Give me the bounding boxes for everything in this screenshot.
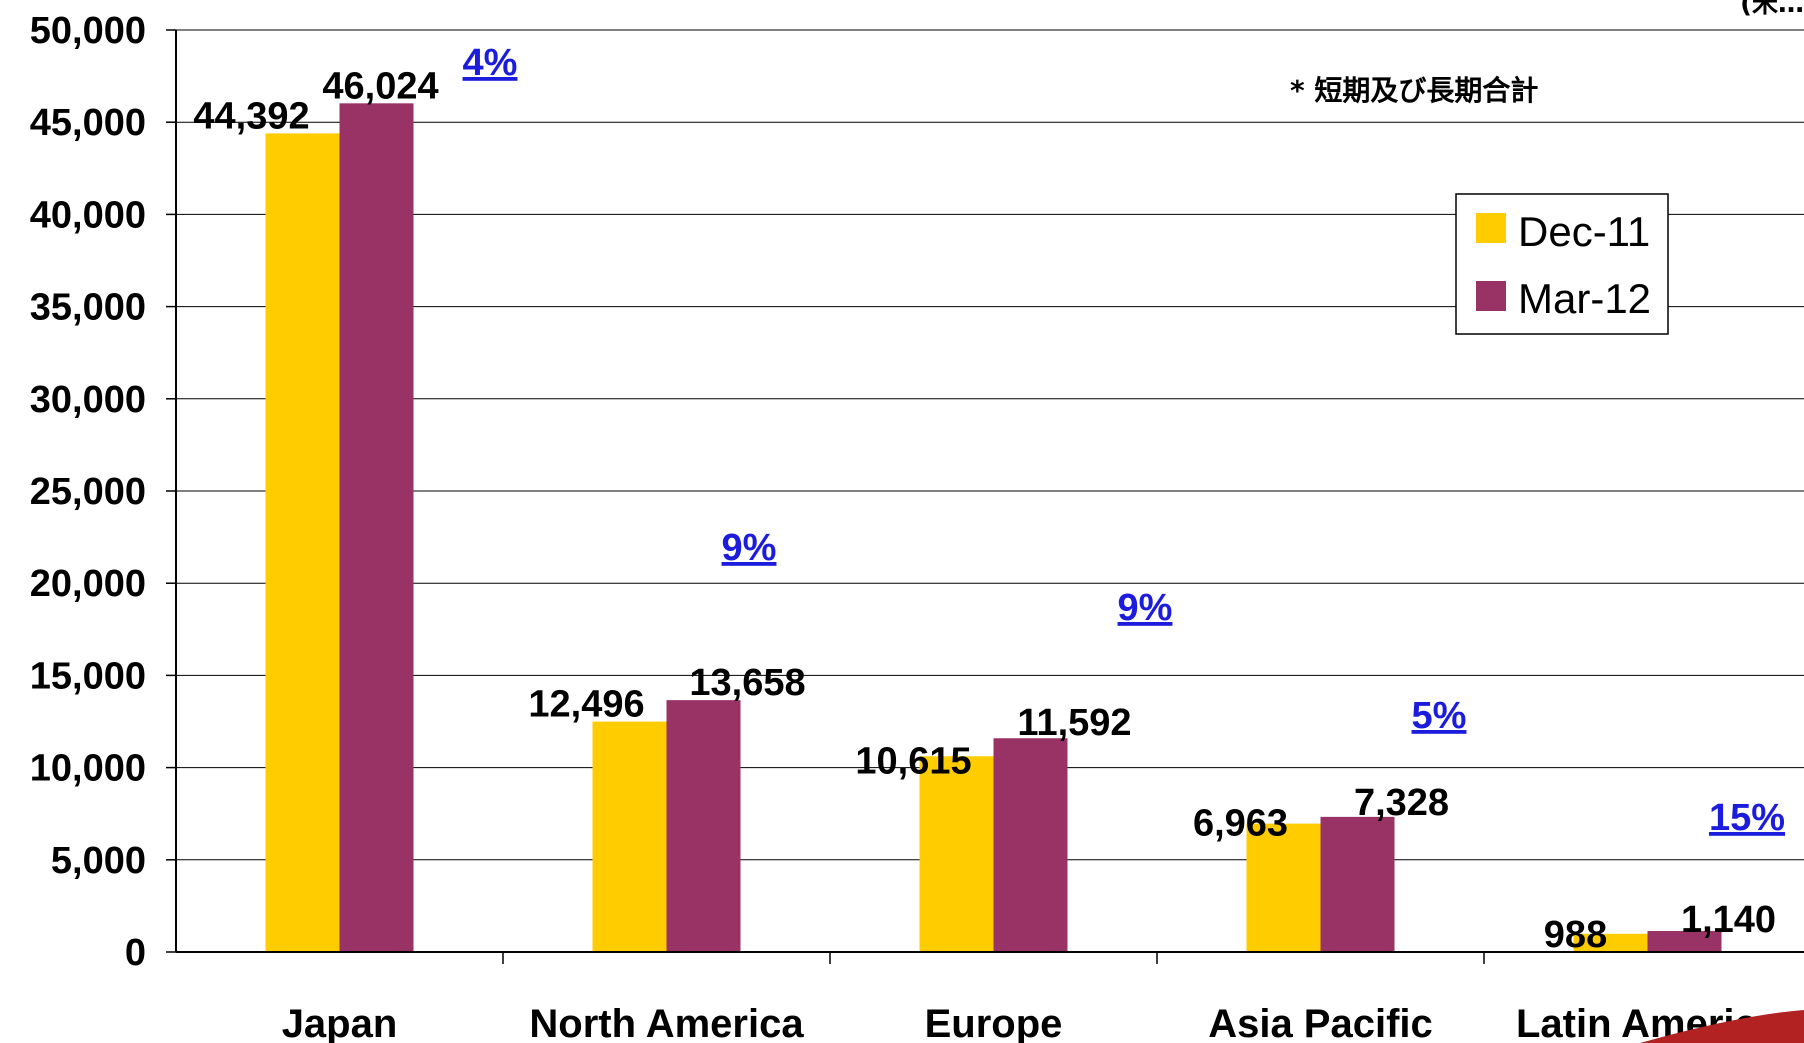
bar-mar-12-latin-america — [1647, 930, 1722, 952]
data-label-mar-12-north-america: 13,658 — [689, 662, 805, 704]
bar-mar-12-japan — [339, 103, 414, 952]
data-label-mar-12-japan: 46,024 — [322, 65, 438, 107]
category-label-japan: Japan — [282, 1002, 398, 1043]
legend-label-mar-12: Mar-12 — [1518, 275, 1651, 322]
growth-label-north-america: 9% — [722, 527, 777, 569]
data-label-mar-12-asia-pacific: 7,328 — [1354, 782, 1449, 824]
bars — [265, 103, 1722, 953]
growth-labels: 4% 9% 9% 5% 15% — [463, 42, 1785, 839]
data-label-dec-11-asia-pacific: 6,963 — [1193, 803, 1288, 845]
category-label-asia-pacific: Asia Pacific — [1208, 1002, 1433, 1043]
category-label-europe: Europe — [925, 1002, 1063, 1043]
bar-dec-11-asia-pacific — [1246, 823, 1321, 952]
growth-label-latin-america: 15% — [1709, 797, 1785, 839]
category-label-north-america: North America — [529, 1002, 804, 1043]
y-tick-label: 20,000 — [30, 563, 146, 605]
legend-swatch-dec-11 — [1476, 213, 1506, 243]
data-labels: 44,392 46,024 12,496 13,658 10,615 11,592 6,96… — [193, 65, 1776, 955]
data-label-mar-12-latin-america: 1,140 — [1681, 899, 1776, 941]
y-tick-label: 15,000 — [30, 655, 146, 697]
y-tick-label: 10,000 — [30, 748, 146, 790]
y-tick-label: 40,000 — [30, 194, 146, 236]
bar-dec-11-north-america — [592, 721, 667, 952]
bar-mar-12-europe — [993, 738, 1068, 952]
bar-dec-11-latin-america — [1573, 933, 1648, 952]
corner-decoration — [1640, 1010, 1804, 1043]
growth-label-japan: 4% — [463, 42, 518, 84]
legend-label-dec-11: Dec-11 — [1518, 208, 1650, 255]
gridlines — [176, 29, 1804, 861]
unit-label: (米… — [1740, 0, 1804, 19]
bar-dec-11-europe — [919, 756, 994, 952]
data-label-dec-11-europe: 10,615 — [855, 740, 971, 782]
y-axis-ticks: 0 5,000 10,000 15,000 20,000 25,000 30,000 35,0… — [30, 10, 176, 974]
growth-label-asia-pacific: 5% — [1412, 695, 1467, 737]
y-tick-label: 25,000 — [30, 471, 146, 513]
chart-note: * 短期及び長期合計 — [1290, 74, 1538, 107]
y-tick-label: 5,000 — [51, 840, 146, 882]
data-label-dec-11-latin-america: 988 — [1544, 914, 1607, 956]
bar-mar-12-asia-pacific — [1320, 816, 1395, 952]
legend-swatch-mar-12 — [1476, 281, 1506, 311]
y-tick-label: 0 — [125, 932, 146, 974]
bar-dec-11-japan — [265, 133, 340, 953]
legend: Dec-11 Mar-12 — [1455, 193, 1669, 335]
growth-label-europe: 9% — [1118, 587, 1173, 629]
data-label-dec-11-japan: 44,392 — [193, 95, 309, 137]
data-label-mar-12-europe: 11,592 — [1017, 702, 1131, 744]
x-axis-ticks — [502, 952, 1485, 964]
y-tick-label: 30,000 — [30, 379, 146, 421]
y-tick-label: 35,000 — [30, 287, 146, 329]
y-tick-label: 50,000 — [30, 10, 146, 52]
bar-mar-12-north-america — [666, 700, 741, 952]
category-labels: Japan North America Europe Asia Pacific Lati… — [282, 1002, 1780, 1043]
y-tick-label: 45,000 — [30, 102, 146, 144]
data-label-dec-11-north-america: 12,496 — [528, 684, 644, 726]
